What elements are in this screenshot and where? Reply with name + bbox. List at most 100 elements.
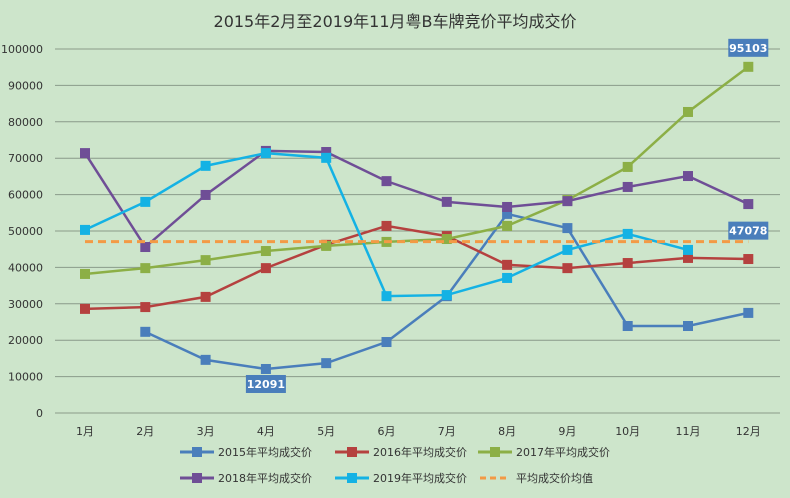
data-point bbox=[140, 196, 151, 207]
series-line-1 bbox=[84, 224, 749, 311]
data-label-box bbox=[728, 38, 769, 57]
data-point bbox=[321, 152, 332, 163]
data-point bbox=[562, 263, 573, 274]
legend-label: 2016年平均成交价 bbox=[373, 446, 467, 459]
data-point bbox=[622, 228, 633, 239]
data-point bbox=[562, 244, 573, 255]
legend-label: 2015年平均成交价 bbox=[218, 446, 312, 459]
data-point bbox=[622, 161, 633, 172]
x-tick-label: 7月 bbox=[438, 425, 456, 438]
legend-label: 2017年平均成交价 bbox=[516, 446, 610, 459]
data-point bbox=[321, 147, 332, 158]
data-point bbox=[502, 259, 513, 270]
data-point bbox=[260, 246, 271, 257]
x-tick-label: 11月 bbox=[676, 425, 701, 438]
data-point bbox=[683, 321, 693, 332]
x-tick-label: 5月 bbox=[317, 425, 335, 438]
chart-title: 2015年2月至2019年11月粤B车牌竞价平均成交价 bbox=[213, 12, 577, 31]
data-point bbox=[140, 302, 151, 313]
legend-label: 平均成交价均值 bbox=[516, 472, 593, 485]
data-point bbox=[502, 272, 513, 283]
legend-item: 2019年平均成交价 bbox=[335, 470, 467, 486]
data-label: 95103 bbox=[729, 42, 767, 55]
y-tick-label: 70000 bbox=[8, 152, 43, 165]
data-point bbox=[200, 160, 211, 171]
legend-label: 2018年平均成交价 bbox=[218, 472, 312, 485]
data-point bbox=[140, 263, 151, 274]
data-point bbox=[441, 234, 452, 245]
data-point bbox=[683, 171, 693, 182]
data-point bbox=[80, 148, 90, 159]
x-tick-label: 1月 bbox=[76, 425, 94, 438]
data-point bbox=[80, 224, 90, 235]
x-tick-label: 2月 bbox=[136, 425, 154, 438]
data-point bbox=[381, 220, 392, 231]
data-point bbox=[683, 244, 693, 255]
data-point bbox=[80, 268, 90, 279]
series-line-3 bbox=[83, 149, 749, 249]
y-tick-label: 10000 bbox=[8, 371, 43, 384]
data-point bbox=[622, 258, 633, 269]
y-tick-label: 80000 bbox=[8, 116, 43, 129]
legend-swatch bbox=[478, 445, 512, 459]
y-tick-label: 90000 bbox=[8, 79, 43, 92]
data-label: 12091 bbox=[247, 378, 285, 391]
y-tick-label: 30000 bbox=[8, 298, 43, 311]
data-point bbox=[381, 337, 392, 348]
legend-item: 2016年平均成交价 bbox=[335, 444, 467, 460]
data-point bbox=[562, 196, 573, 207]
data-point bbox=[200, 189, 211, 200]
data-point bbox=[80, 303, 90, 314]
legend-swatch bbox=[180, 445, 214, 459]
data-point bbox=[622, 321, 633, 332]
data-label-box bbox=[728, 221, 769, 240]
data-point bbox=[200, 255, 211, 266]
data-point bbox=[321, 240, 332, 251]
legend-label: 2019年平均成交价 bbox=[373, 472, 467, 485]
data-point bbox=[260, 363, 271, 374]
data-point bbox=[140, 326, 151, 337]
x-tick-label: 8月 bbox=[498, 425, 516, 438]
data-point bbox=[200, 354, 211, 365]
data-point bbox=[200, 291, 211, 302]
data-point bbox=[381, 176, 392, 187]
legend-item: 2018年平均成交价 bbox=[180, 470, 312, 486]
data-point bbox=[743, 307, 754, 318]
x-tick-label: 6月 bbox=[378, 425, 396, 438]
data-point bbox=[502, 201, 513, 212]
data-label: 47078 bbox=[729, 225, 767, 238]
legend-swatch bbox=[180, 471, 214, 485]
data-point bbox=[441, 196, 452, 207]
y-tick-label: 20000 bbox=[8, 334, 43, 347]
legend-item: 平均成交价均值 bbox=[478, 470, 593, 486]
data-point bbox=[140, 242, 151, 253]
data-point bbox=[562, 223, 573, 234]
x-tick-label: 9月 bbox=[558, 425, 576, 438]
data-point bbox=[260, 148, 271, 159]
data-point bbox=[502, 220, 513, 231]
legend-item: 2017年平均成交价 bbox=[478, 444, 610, 460]
data-point bbox=[381, 291, 392, 302]
data-point bbox=[502, 208, 513, 219]
data-point bbox=[441, 290, 452, 301]
data-point bbox=[743, 254, 754, 265]
legend-swatch bbox=[478, 471, 512, 485]
y-tick-label: 60000 bbox=[8, 189, 43, 202]
data-label-box bbox=[245, 374, 286, 393]
x-tick-label: 12月 bbox=[736, 425, 761, 438]
legend-item: 2015年平均成交价 bbox=[180, 444, 312, 460]
y-tick-label: 100000 bbox=[1, 43, 43, 56]
x-tick-label: 4月 bbox=[257, 425, 275, 438]
data-point bbox=[743, 61, 754, 72]
data-point bbox=[683, 106, 693, 117]
x-tick-label: 10月 bbox=[615, 425, 640, 438]
data-point bbox=[321, 358, 332, 369]
x-tick-label: 3月 bbox=[197, 425, 215, 438]
data-point bbox=[743, 199, 754, 210]
legend-swatch bbox=[335, 471, 369, 485]
data-point bbox=[622, 181, 633, 192]
y-tick-label: 40000 bbox=[8, 261, 43, 274]
legend-swatch bbox=[335, 445, 369, 459]
y-tick-label: 0 bbox=[36, 407, 43, 420]
